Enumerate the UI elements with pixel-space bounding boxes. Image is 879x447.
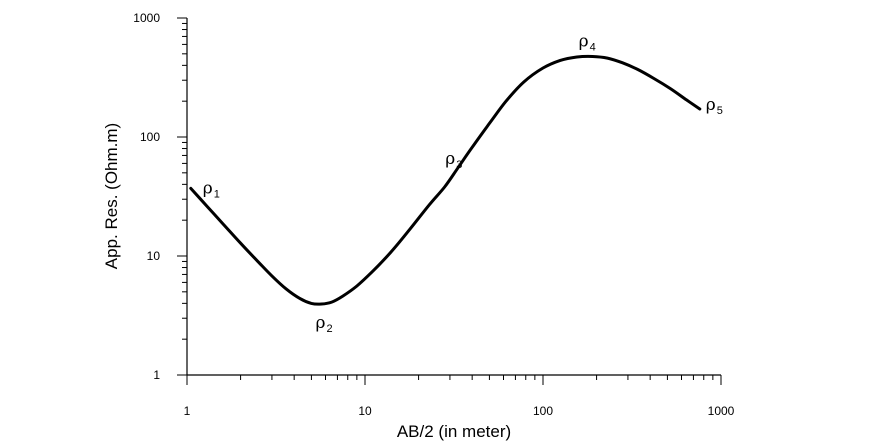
rho-4-label: ρ4 [579, 31, 596, 53]
y-tick-label: 1 [153, 368, 160, 382]
x-tick-label: 1000 [708, 404, 735, 418]
x-axis: 1 10 100 1000 [184, 374, 735, 418]
apparent-resistivity-curve [189, 54, 702, 306]
curve-annotations: ρ1 ρ2 ρ3 ρ4 ρ5 [203, 31, 723, 335]
rho-3-label: ρ3 [445, 149, 462, 171]
rho-5-label: ρ5 [706, 95, 723, 117]
rho-2-label: ρ2 [316, 313, 333, 335]
x-tick-label: 1 [184, 404, 191, 418]
y-tick-label: 100 [140, 130, 160, 144]
y-tick-label: 1000 [133, 11, 160, 25]
y-tick-label: 10 [147, 249, 161, 263]
x-tick-label: 10 [358, 404, 372, 418]
rho-1-label: ρ1 [203, 178, 220, 200]
y-axis: 1 10 100 1000 [133, 11, 188, 382]
x-tick-label: 100 [533, 404, 553, 418]
x-axis-label: AB/2 (in meter) [397, 422, 511, 441]
y-axis-label: App. Res. (Ohm.m) [102, 123, 121, 269]
